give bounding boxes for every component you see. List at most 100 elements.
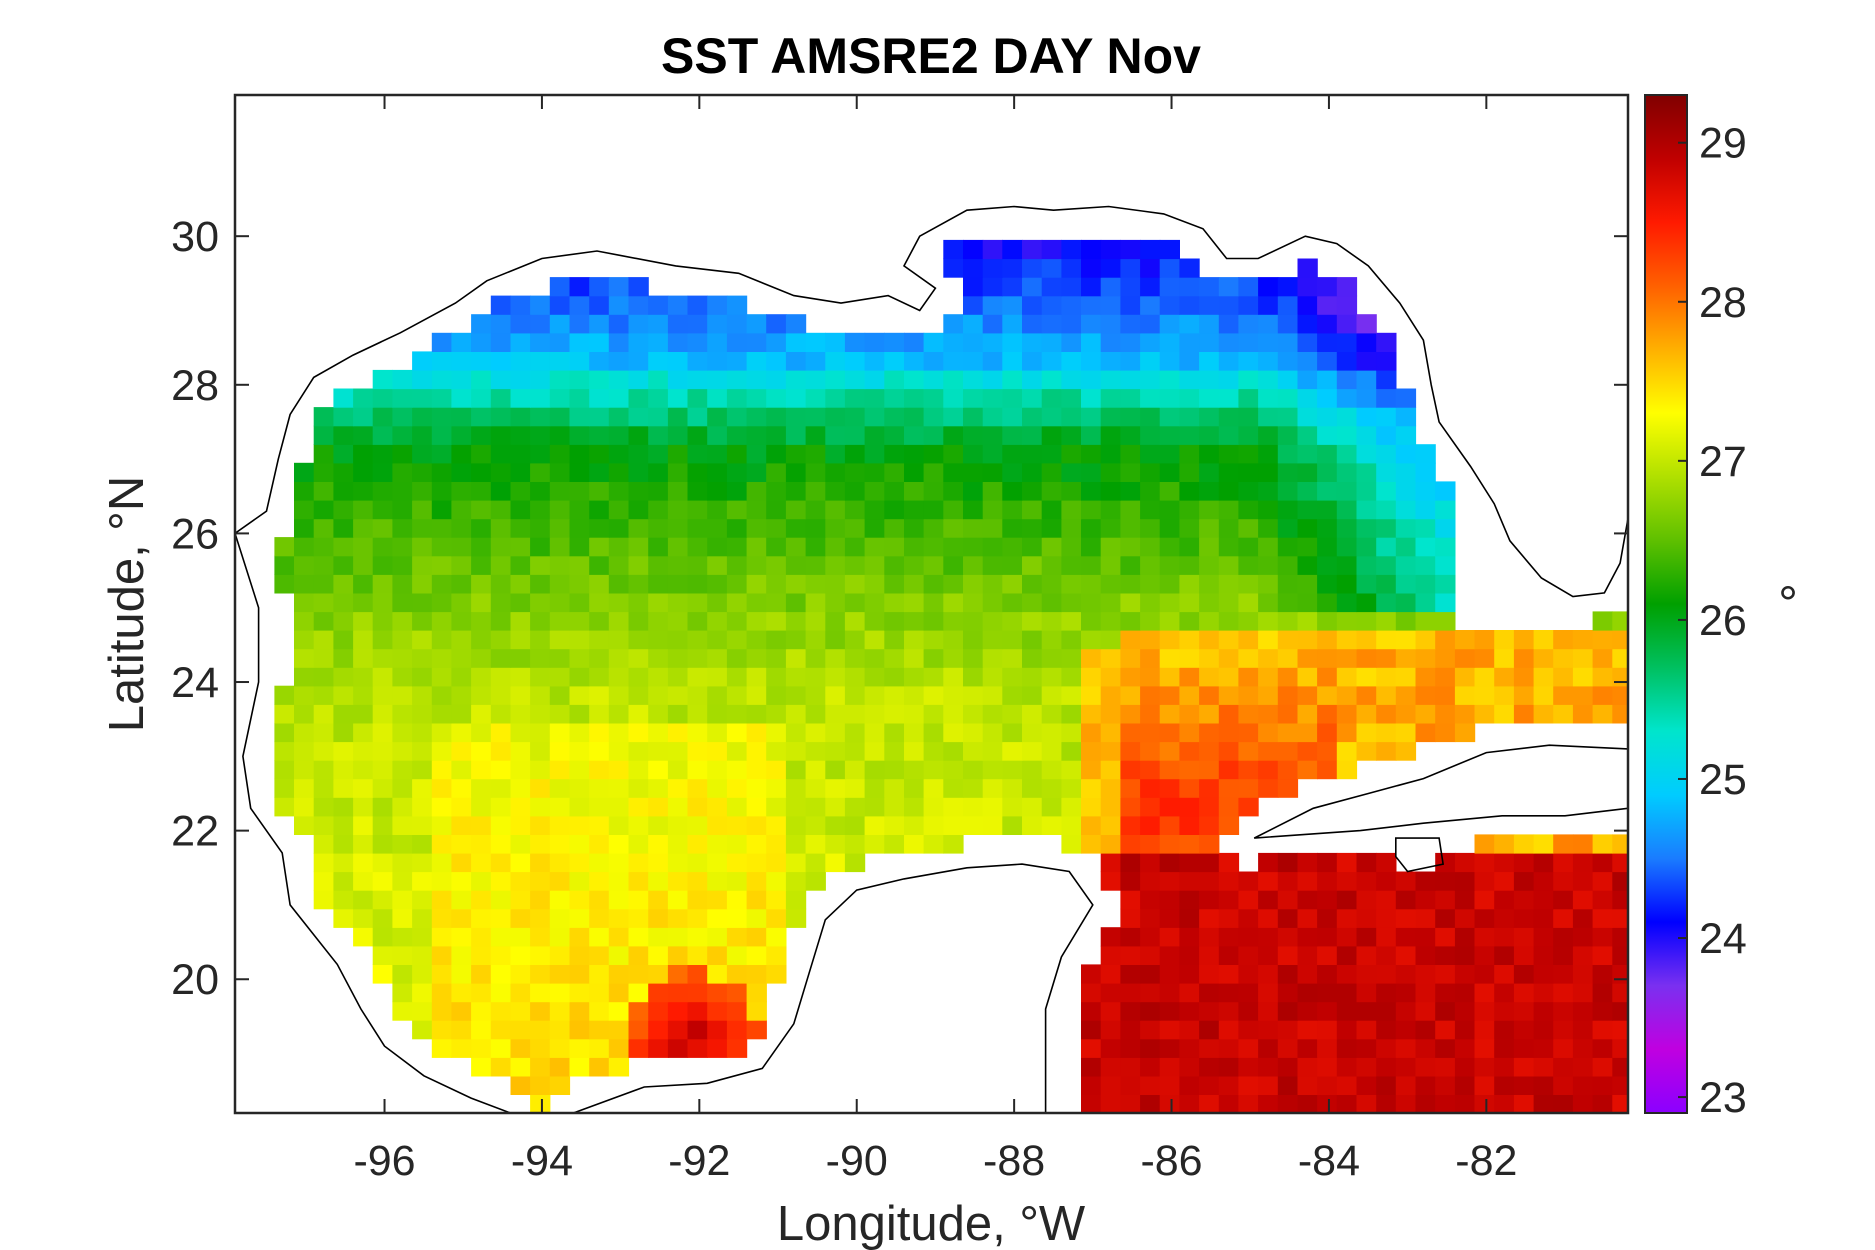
sst-cell <box>667 388 689 408</box>
sst-cell <box>1297 741 1318 761</box>
sst-cell <box>530 537 551 557</box>
sst-cell <box>1336 537 1358 557</box>
sst-cell <box>372 518 393 538</box>
sst-cell <box>667 500 689 520</box>
sst-cell <box>1376 388 1397 408</box>
sst-cell <box>333 481 354 501</box>
sst-cell <box>530 369 551 390</box>
sst-cell <box>1100 871 1121 891</box>
sst-cell <box>884 797 905 817</box>
sst-cell <box>726 871 748 891</box>
sst-cell <box>982 481 1003 501</box>
sst-cell <box>844 685 866 705</box>
sst-cell <box>1513 964 1535 984</box>
sst-cell <box>372 890 393 910</box>
sst-cell <box>1061 797 1082 817</box>
sst-cell <box>1081 388 1102 408</box>
sst-cell <box>982 444 1003 464</box>
sst-cell <box>628 1020 649 1040</box>
sst-cell <box>963 611 984 631</box>
sst-cell <box>1081 369 1102 390</box>
sst-cell <box>1218 277 1240 297</box>
sst-cell <box>766 425 787 445</box>
sst-cell <box>608 332 630 352</box>
sst-cell <box>726 964 748 984</box>
sst-cell <box>963 760 984 780</box>
sst-cell <box>746 1020 767 1040</box>
sst-cell <box>1179 295 1200 315</box>
sst-cell <box>746 964 767 984</box>
sst-cell <box>471 852 492 873</box>
sst-cell <box>313 574 334 594</box>
sst-cell <box>766 369 787 390</box>
sst-cell <box>884 722 905 743</box>
sst-cell <box>1553 983 1574 1003</box>
sst-cell <box>1179 760 1200 780</box>
sst-cell <box>1435 1001 1456 1021</box>
sst-cell <box>333 815 354 835</box>
sst-cell <box>569 722 590 743</box>
sst-cell <box>451 722 472 743</box>
sst-cell <box>1100 722 1121 743</box>
sst-cell <box>1336 555 1358 575</box>
sst-cell <box>1356 611 1377 631</box>
sst-cell <box>431 685 453 705</box>
sst-cell <box>746 351 767 371</box>
sst-cell <box>510 611 531 631</box>
sst-cell <box>844 722 866 743</box>
sst-cell <box>549 369 571 390</box>
sst-cell <box>333 648 354 668</box>
sst-cell <box>982 239 1003 260</box>
sst-cell <box>1513 1001 1535 1021</box>
sst-cell <box>392 425 413 445</box>
sst-cell <box>825 481 846 501</box>
sst-cell <box>963 741 984 761</box>
sst-cell <box>687 704 708 724</box>
sst-cell <box>785 648 807 668</box>
sst-cell <box>530 1075 551 1095</box>
sst-cell <box>333 778 354 798</box>
sst-cell <box>1572 1001 1594 1021</box>
sst-cell <box>746 945 767 965</box>
sst-cell <box>943 518 964 538</box>
sst-cell <box>1395 592 1417 613</box>
sst-cell <box>825 574 846 594</box>
sst-cell <box>1317 945 1338 965</box>
sst-cell <box>1238 1038 1259 1058</box>
sst-cell <box>510 537 531 557</box>
sst-cell <box>726 1020 748 1040</box>
sst-cell <box>490 722 512 743</box>
sst-cell <box>648 778 669 798</box>
sst-cell <box>372 630 393 650</box>
sst-cell <box>628 964 649 984</box>
sst-cell <box>510 630 531 650</box>
sst-cell <box>471 500 492 520</box>
sst-cell <box>1022 630 1043 650</box>
sst-cell <box>864 797 885 817</box>
sst-cell <box>805 797 826 817</box>
sst-cell <box>707 1038 728 1058</box>
sst-cell <box>864 351 885 371</box>
sst-cell <box>490 630 512 650</box>
sst-cell <box>1179 555 1200 575</box>
sst-cell <box>726 927 748 947</box>
sst-cell <box>963 555 984 575</box>
sst-cell <box>766 518 787 538</box>
sst-cell <box>628 741 649 761</box>
sst-cell <box>294 815 315 835</box>
sst-cell <box>1258 778 1279 798</box>
sst-cell <box>943 462 964 482</box>
sst-cell <box>864 462 885 482</box>
sst-cell <box>1297 1038 1318 1058</box>
sst-cell <box>766 574 787 594</box>
sst-cell <box>707 369 728 390</box>
sst-cell <box>904 797 925 817</box>
sst-cell <box>943 444 964 464</box>
sst-cell <box>1553 964 1574 984</box>
sst-cell <box>569 890 590 910</box>
sst-cell <box>1199 1038 1220 1058</box>
sst-cell <box>1159 314 1180 334</box>
sst-cell <box>589 481 610 501</box>
sst-cell <box>648 462 669 482</box>
